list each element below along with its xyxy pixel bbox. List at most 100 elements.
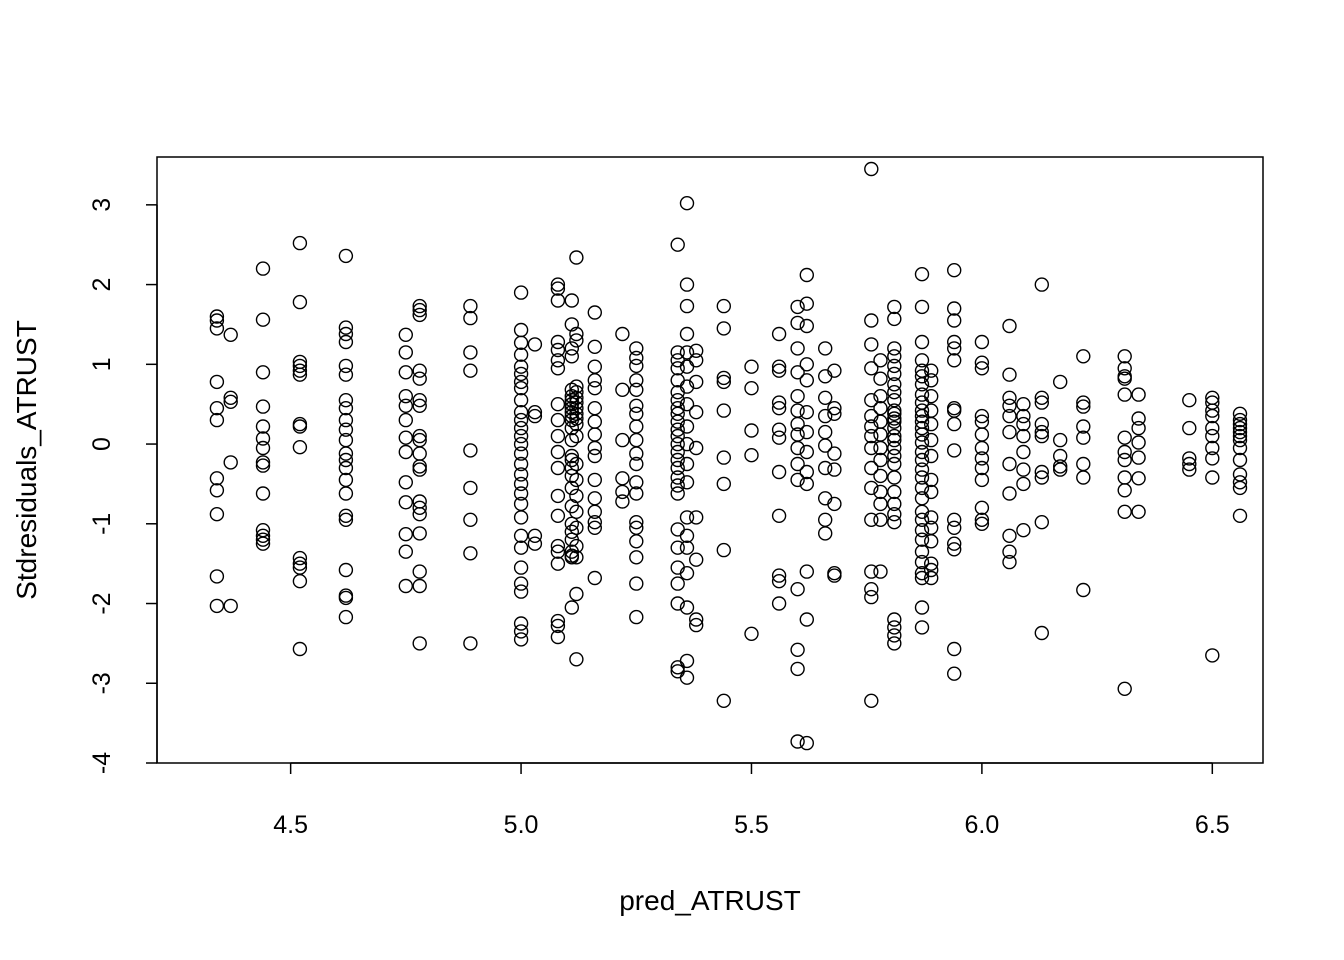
data-point xyxy=(550,361,566,376)
data-point xyxy=(513,616,529,631)
data-point xyxy=(412,302,427,318)
data-point xyxy=(818,341,833,356)
data-point xyxy=(255,536,271,551)
data-point xyxy=(513,393,529,408)
data-point xyxy=(209,471,225,486)
data-point xyxy=(338,401,354,416)
data-point xyxy=(974,516,990,531)
data-point xyxy=(799,444,814,460)
data-point xyxy=(827,406,842,421)
data-point xyxy=(716,403,731,418)
data-point xyxy=(398,345,413,360)
data-point xyxy=(864,564,879,579)
data-point xyxy=(716,542,731,558)
data-point xyxy=(1034,416,1050,432)
data-point xyxy=(398,398,413,413)
data-point xyxy=(412,578,427,594)
data-point xyxy=(771,430,787,445)
data-point xyxy=(338,367,354,382)
x-tick-label: 6.5 xyxy=(1195,811,1230,839)
data-point xyxy=(223,394,238,409)
data-point xyxy=(1117,387,1132,402)
data-point xyxy=(799,735,814,751)
data-point xyxy=(1002,544,1017,559)
data-point xyxy=(679,653,695,669)
data-point xyxy=(974,500,990,515)
data-point xyxy=(914,387,930,402)
data-point xyxy=(914,480,930,496)
y-tick-label: 0 xyxy=(88,437,116,451)
data-point xyxy=(255,399,271,414)
data-point xyxy=(629,486,644,501)
data-point xyxy=(744,448,759,463)
data-point xyxy=(689,405,704,420)
data-point xyxy=(947,263,962,278)
data-point xyxy=(292,294,308,310)
data-point xyxy=(1034,424,1050,440)
data-point xyxy=(629,398,644,413)
data-point xyxy=(947,520,962,535)
data-point xyxy=(914,523,930,538)
data-point xyxy=(398,430,413,445)
data-point xyxy=(587,381,602,396)
data-point xyxy=(974,460,990,476)
data-point xyxy=(887,620,902,635)
data-point xyxy=(873,440,888,456)
data-point xyxy=(292,574,308,589)
data-point xyxy=(338,412,354,428)
data-point xyxy=(569,326,584,342)
data-point xyxy=(615,382,630,397)
y-tick-label: -4 xyxy=(88,752,116,774)
data-point xyxy=(463,480,478,496)
data-point xyxy=(974,440,990,456)
data-point xyxy=(974,512,990,527)
data-point xyxy=(513,347,529,362)
data-point xyxy=(1117,349,1132,364)
data-point xyxy=(799,564,814,579)
data-point xyxy=(338,590,354,606)
data-point xyxy=(255,532,271,547)
data-point xyxy=(1052,459,1068,474)
data-point xyxy=(292,235,308,251)
data-point xyxy=(670,361,685,376)
data-point xyxy=(338,422,354,437)
data-point xyxy=(398,327,413,342)
data-point xyxy=(1182,462,1197,477)
data-point xyxy=(744,626,759,641)
data-point xyxy=(670,486,685,501)
data-point xyxy=(615,484,630,500)
data-point xyxy=(1232,432,1248,448)
data-point xyxy=(209,313,225,328)
data-point xyxy=(338,512,354,527)
data-point xyxy=(338,460,354,476)
data-point xyxy=(670,478,685,493)
data-point xyxy=(1016,408,1031,424)
data-point xyxy=(924,416,939,432)
data-point xyxy=(564,420,579,436)
data-point xyxy=(947,313,962,328)
data-point xyxy=(679,326,695,342)
data-point xyxy=(818,390,833,405)
data-point xyxy=(1016,397,1031,412)
data-point xyxy=(924,373,939,388)
data-point xyxy=(1182,456,1197,472)
data-point xyxy=(629,576,644,591)
data-point xyxy=(1076,470,1091,485)
data-point xyxy=(827,496,842,512)
data-point xyxy=(412,526,427,541)
data-point xyxy=(887,448,902,464)
data-point xyxy=(569,333,584,348)
data-point xyxy=(887,377,902,392)
data-point xyxy=(887,515,902,530)
data-point xyxy=(1034,515,1050,530)
data-point xyxy=(209,374,225,390)
data-point xyxy=(1232,420,1248,436)
data-point xyxy=(689,552,704,567)
data-point xyxy=(513,584,529,599)
data-point xyxy=(670,452,685,468)
data-point xyxy=(1182,393,1197,408)
data-point xyxy=(1052,462,1068,477)
data-point xyxy=(569,390,584,405)
data-point xyxy=(679,298,695,314)
data-point xyxy=(790,661,805,677)
